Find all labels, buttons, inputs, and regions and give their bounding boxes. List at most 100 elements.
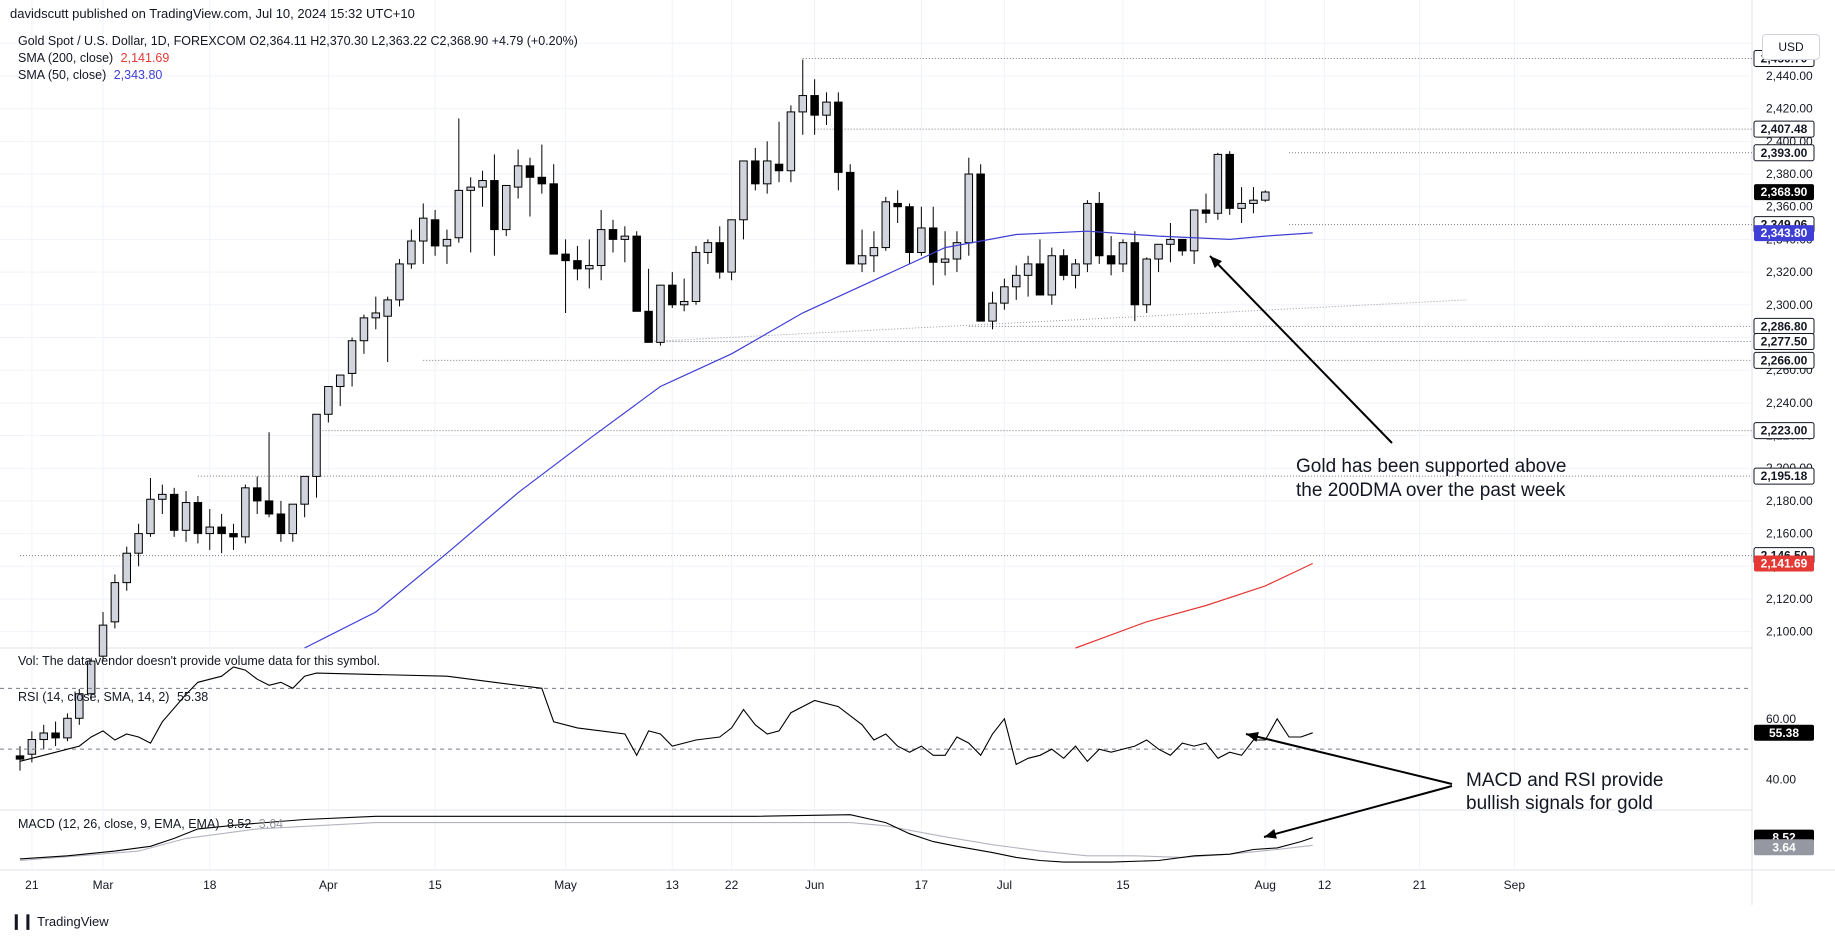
macd-legend: MACD (12, 26, close, 9, EMA, EMA) 8.52 3… (18, 817, 283, 831)
candle-body (241, 487, 250, 538)
candle-body (146, 498, 155, 535)
candle-body (1106, 255, 1116, 265)
level-tag-label: 2,407.48 (1761, 122, 1808, 136)
candle-body (1261, 191, 1270, 201)
price-tick-label: 2,120.00 (1766, 592, 1813, 606)
candle-body (608, 229, 618, 240)
level-tag-label: 2,277.50 (1761, 335, 1808, 349)
sma200-legend: SMA (200, close) 2,141.69 (18, 51, 169, 65)
candle-body (715, 242, 724, 273)
candle-body (335, 374, 345, 387)
candle-body (964, 173, 974, 244)
candle-body (1249, 199, 1258, 204)
candle-body (988, 302, 997, 322)
candle-body (466, 186, 475, 191)
candle-body (739, 160, 748, 221)
candle-body (1023, 263, 1033, 276)
annotation-arrow-head (1246, 731, 1259, 742)
price-tick-label: 2,320.00 (1766, 265, 1813, 279)
price-tag (1754, 184, 1814, 201)
candle-body (288, 503, 298, 535)
rsi-value: 55.38 (176, 690, 209, 704)
sma200-line (1075, 562, 1313, 649)
time-tick-label: May (554, 878, 577, 892)
candle-body (620, 235, 630, 240)
sma50-label: SMA (50, close) (18, 68, 107, 82)
candle-body (193, 502, 203, 535)
price-tick-label: 2,240.00 (1766, 396, 1813, 410)
candle-body (158, 493, 167, 500)
candle-body (418, 217, 428, 242)
level-tag (1753, 333, 1815, 351)
level-tag-label: 2,195.18 (1761, 469, 1808, 483)
macd-signal-tag-label: 3.64 (1772, 840, 1796, 854)
annotation-arrow (1209, 255, 1393, 444)
candle-body (86, 660, 96, 695)
candle-body (1201, 209, 1211, 214)
candle-body (810, 95, 819, 116)
level-tag (1753, 422, 1815, 440)
annotation-signals-line2: bullish signals for gold (1466, 793, 1653, 814)
candle-body (786, 111, 796, 172)
candle-body (525, 165, 535, 178)
candle-body (1059, 255, 1068, 276)
candle-body (822, 101, 831, 116)
main-legend: Gold Spot / U.S. Dollar, 1D, FOREXCOM O2… (18, 34, 578, 48)
publisher-line: davidscutt published on TradingView.com,… (10, 6, 415, 21)
time-tick-label: 22 (725, 878, 739, 892)
candle-body (51, 732, 60, 739)
candle-body (537, 176, 547, 185)
sma50-legend: SMA (50, close) 2,343.80 (18, 68, 162, 82)
tradingview-brand[interactable]: ❙❙ TradingView (10, 912, 109, 930)
level-tag (1753, 467, 1815, 485)
candle-body (1154, 243, 1163, 260)
candle-body (1083, 202, 1092, 265)
time-tick-label: Aug (1255, 878, 1276, 892)
candle-body (371, 312, 381, 319)
candle-body (407, 240, 416, 265)
candle-body (300, 475, 309, 505)
candle-body (727, 219, 736, 273)
price-tick-label: 2,440.00 (1766, 69, 1813, 83)
candle-body (217, 526, 226, 535)
time-tick-label: 17 (915, 878, 929, 892)
time-tick-label: 21 (25, 878, 39, 892)
candle-body (181, 502, 191, 531)
candle-body (774, 163, 784, 172)
candle-body (205, 526, 215, 535)
currency-button[interactable]: USD (1762, 34, 1820, 60)
candle-body (1047, 255, 1057, 296)
rsi-tag (1754, 724, 1814, 741)
tradingview-logo-icon: ❙❙ (10, 913, 34, 930)
candle-body (1071, 263, 1080, 276)
candle-body (1130, 242, 1140, 306)
candle-body (1142, 258, 1151, 306)
candle-body (324, 385, 333, 415)
candle-body (1035, 263, 1045, 296)
candle-body (1095, 202, 1104, 257)
annotation-arrow-head (1264, 829, 1277, 839)
macd-signal-line (19, 822, 1313, 862)
candle-body (39, 732, 48, 741)
candle-body (1225, 153, 1234, 209)
rsi-tag-label: 55.38 (1769, 726, 1799, 740)
time-tick-label: Mar (93, 878, 114, 892)
sma200-label: SMA (200, close) (18, 51, 114, 65)
candle-body (585, 265, 594, 270)
price-tick-label: 2,160.00 (1766, 527, 1813, 541)
rsi-legend: RSI (14, close, SMA, 14, 2) 55.38 (18, 690, 208, 704)
candle-body (98, 624, 108, 657)
candle-body (442, 238, 452, 247)
candle-body (632, 235, 641, 312)
candle-body (110, 582, 120, 623)
candle-body (1213, 153, 1223, 214)
macd-signal-tag (1754, 839, 1814, 856)
candle-body (845, 171, 855, 265)
price-tick-label: 2,380.00 (1766, 167, 1813, 181)
candle-body (347, 340, 357, 374)
candle-body (893, 202, 902, 208)
sma50-line (304, 230, 1313, 649)
candle-body (928, 227, 938, 263)
